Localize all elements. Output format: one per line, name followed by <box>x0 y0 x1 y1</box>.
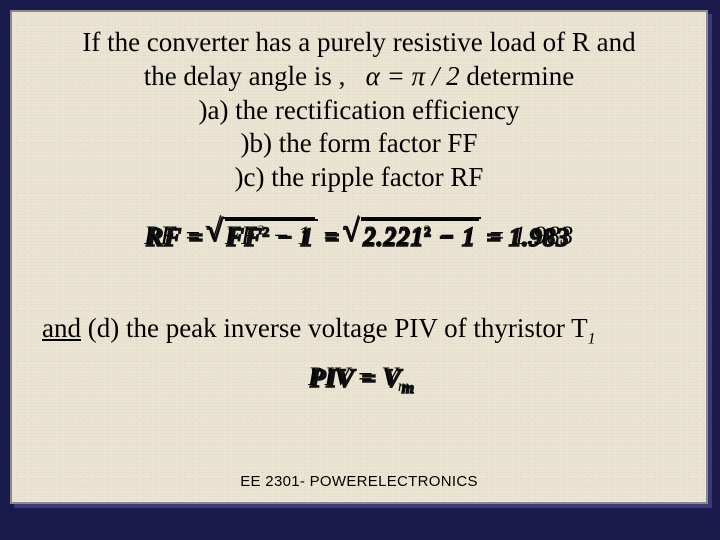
question-line-1: If the converter has a purely resistive … <box>36 26 682 60</box>
question-line-2: the delay angle is , α = π / 2 determine <box>36 60 682 94</box>
footer-text: EE 2301- POWERELECTRONICS <box>12 473 706 490</box>
part-d-text: and (d) the peak inverse voltage PIV of … <box>36 313 682 348</box>
slide-root: If the converter has a purely resistive … <box>0 0 720 540</box>
rf-lhs: RF <box>144 221 177 250</box>
rf-equation-main: RF = FF2 − 1 = 2.2212 − 1 = 1.983 <box>144 221 574 250</box>
part-d-body: (d) the peak inverse voltage PIV of thyr… <box>88 313 588 343</box>
rf-result: 1.983 <box>513 221 574 250</box>
piv-lhs: PIV <box>308 362 349 391</box>
content-panel: If the converter has a purely resistive … <box>10 10 708 504</box>
sqrt-1: FF2 − 1 <box>209 217 315 251</box>
question-item-c: )c) the ripple factor RF <box>36 161 682 195</box>
sqrt-2: 2.2212 − 1 <box>347 217 481 251</box>
piv-equation-block: PIV = Vm PIV = Vm <box>36 362 682 410</box>
question-item-b: )b) the form factor FF <box>36 127 682 161</box>
part-d-and: and <box>42 313 81 343</box>
question-item-a: )a) the rectification efficiency <box>36 94 682 128</box>
question-line-2-pre: the delay angle is , <box>144 61 346 91</box>
piv-rhs-sub: m <box>398 378 410 395</box>
alpha-formula: α = π / 2 <box>352 61 466 91</box>
rf-equation: RF = FF2 − 1 = 2.2212 − 1 = 1.983 RF = F… <box>144 217 574 251</box>
part-d-subscript: 1 <box>588 330 596 347</box>
question-block: If the converter has a purely resistive … <box>36 26 682 195</box>
rf-equation-block: RF = FF2 − 1 = 2.2212 − 1 = 1.983 RF = F… <box>36 217 682 295</box>
piv-rhs-sym: V <box>382 362 398 391</box>
question-line-2-post: determine <box>466 61 574 91</box>
piv-equation: PIV = Vm PIV = Vm <box>308 362 410 396</box>
piv-equation-main: PIV = Vm <box>308 362 410 391</box>
